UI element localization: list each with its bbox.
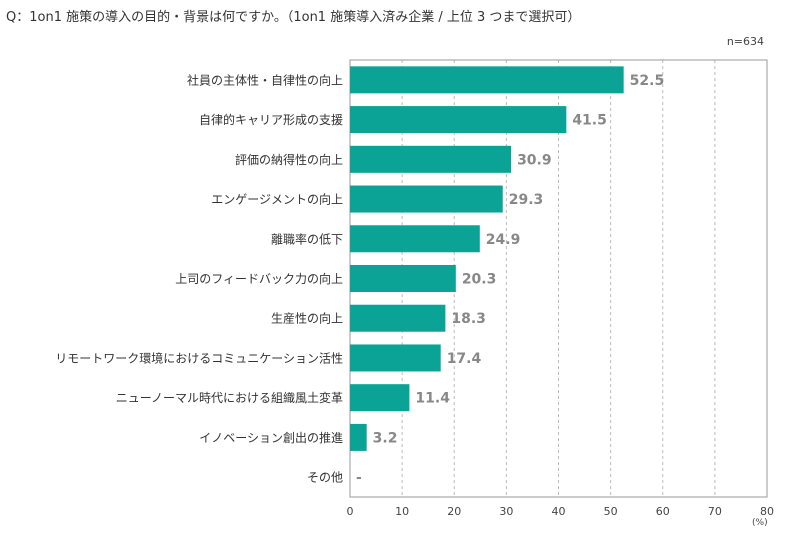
bar — [350, 145, 512, 173]
bar — [350, 304, 446, 332]
category-label: 評価の納得性の向上 — [235, 152, 343, 167]
category-label: イノベーション創出の推進 — [199, 431, 343, 445]
value-label: 29.3 — [509, 192, 544, 208]
value-label: 52.5 — [630, 73, 665, 89]
category-label: エンゲージメントの向上 — [211, 192, 343, 207]
bar — [350, 265, 456, 292]
x-tick-label: 60 — [656, 505, 670, 518]
bar — [350, 225, 480, 253]
value-label: - — [356, 470, 362, 486]
value-label: 20.3 — [462, 272, 497, 288]
value-label: 41.5 — [572, 113, 607, 129]
category-label: 社員の主体性・自律性の向上 — [187, 72, 343, 87]
category-label: ニューノーマル時代における組織風土変革 — [116, 390, 343, 405]
bar — [350, 423, 367, 451]
value-label: 30.9 — [517, 152, 552, 168]
question-title: Q：1on1 施策の導入の目的・背景は何ですか。（1on1 施策導入済み企業 /… — [6, 10, 581, 25]
value-label: 24.9 — [486, 232, 521, 248]
x-tick-label: 50 — [604, 505, 618, 518]
bar — [350, 66, 624, 94]
x-tick-label: 80 — [760, 505, 774, 518]
category-label: その他 — [307, 471, 343, 485]
bar — [350, 344, 441, 372]
x-tick-label: 40 — [552, 505, 566, 518]
bar — [350, 185, 503, 213]
value-label: 3.2 — [373, 430, 398, 446]
category-label: 離職率の低下 — [271, 231, 343, 246]
x-tick-label: 70 — [708, 505, 722, 518]
x-axis-unit: (%) — [752, 518, 768, 528]
x-tick-label: 0 — [347, 505, 354, 518]
category-label: 上司のフィードバック力の向上 — [175, 271, 343, 286]
value-label: 17.4 — [447, 351, 482, 367]
category-label: 自律的キャリア形成の支援 — [199, 112, 343, 127]
x-tick-label: 30 — [499, 505, 513, 518]
x-tick-label: 10 — [395, 505, 409, 518]
sample-size-label: n=634 — [726, 35, 764, 48]
bar — [350, 106, 567, 134]
x-tick-label: 20 — [447, 505, 461, 518]
category-label: 生産性の向上 — [271, 311, 343, 326]
bar — [350, 384, 410, 412]
category-label: リモートワーク環境におけるコミュニケーション活性 — [55, 350, 343, 365]
value-label: 18.3 — [451, 311, 486, 327]
value-label: 11.4 — [415, 391, 450, 407]
